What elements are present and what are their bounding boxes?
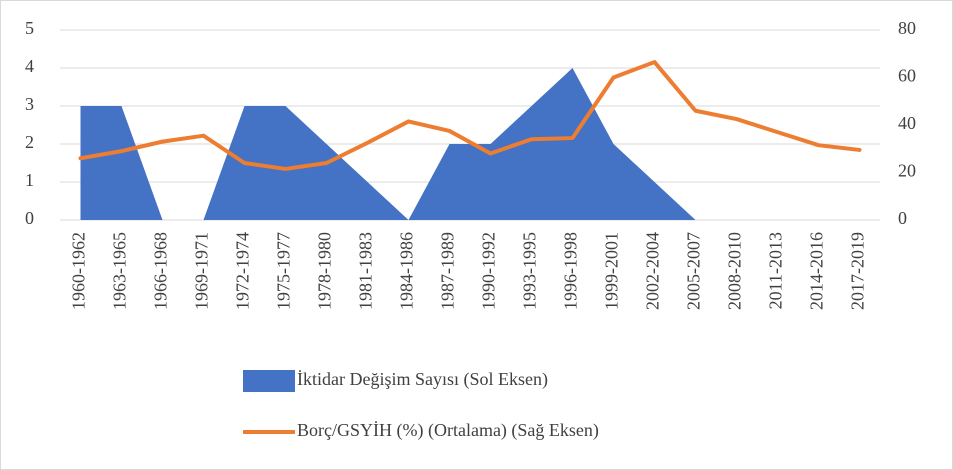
x-tick-label: 2017-2019 <box>848 232 868 310</box>
x-tick-label: 2002-2004 <box>643 232 663 310</box>
x-tick-label: 1975-1977 <box>274 232 294 310</box>
x-tick-label: 1984-1986 <box>397 232 417 310</box>
x-tick-label: 1978-1980 <box>315 232 335 310</box>
x-tick-label: 1969-1971 <box>192 232 212 310</box>
x-tick-label: 1996-1998 <box>561 232 581 310</box>
y2-tick-label: 80 <box>898 18 916 38</box>
x-tick-label: 2011-2013 <box>766 232 786 309</box>
x-tick-label: 1981-1983 <box>356 232 376 310</box>
x-tick-label: 1990-1992 <box>479 232 499 310</box>
legend-label: Borç/GSYİH (%) (Ortalama) (Sağ Eksen) <box>297 420 599 441</box>
y2-tick-label: 20 <box>898 161 916 181</box>
y2-tick-label: 60 <box>898 66 916 86</box>
x-tick-label: 1993-1995 <box>520 232 540 310</box>
y-tick-label: 1 <box>25 170 34 190</box>
y2-tick-label: 40 <box>898 113 916 133</box>
y-tick-label: 5 <box>25 18 34 38</box>
y-tick-label: 4 <box>25 56 34 76</box>
y-tick-label: 3 <box>25 94 34 114</box>
x-tick-label: 1960-1962 <box>69 232 89 310</box>
x-tick-label: 1972-1974 <box>233 232 253 310</box>
x-tick-label: 1987-1989 <box>438 232 458 310</box>
x-tick-label: 1963-1965 <box>110 232 130 310</box>
line <box>78 60 862 171</box>
x-tick-label: 2014-2016 <box>807 232 827 310</box>
y-tick-label: 2 <box>25 132 34 152</box>
x-tick-label: 2008-2010 <box>725 232 745 310</box>
x-tick-label: 1999-2001 <box>602 232 622 310</box>
y2-tick-label: 0 <box>898 208 907 228</box>
x-tick-label: 2005-2007 <box>684 232 704 310</box>
x-tick-label: 1966-1968 <box>151 232 171 310</box>
y-tick-label: 0 <box>25 208 34 228</box>
legend-swatch <box>243 370 295 392</box>
legend-label: İktidar Değişim Sayısı (Sol Eksen) <box>297 369 548 390</box>
